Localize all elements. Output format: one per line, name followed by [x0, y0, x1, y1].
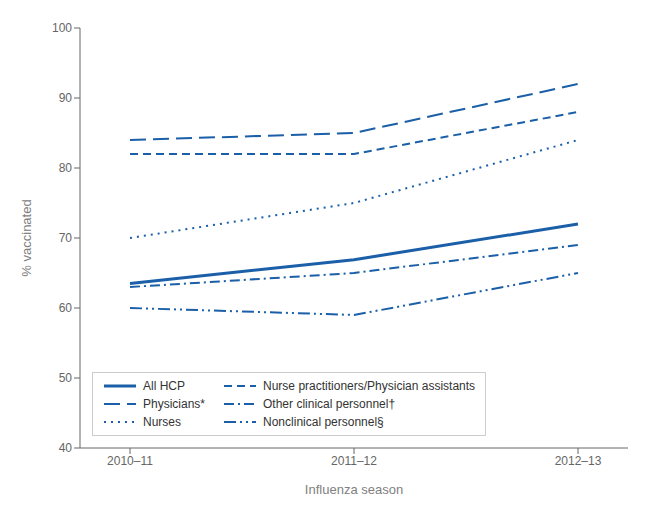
- html-text:Physicians*: Physicians*: [143, 397, 205, 411]
- svg-text:100: 100: [52, 21, 72, 35]
- svg-text:2012–13: 2012–13: [555, 454, 602, 468]
- svg-text:2010–11: 2010–11: [107, 454, 153, 468]
- svg-text:90: 90: [59, 91, 73, 105]
- svg-text:2011–12: 2011–12: [331, 454, 377, 468]
- svg-text:60: 60: [59, 301, 73, 315]
- html-text:Nurse practitioners/Physician: Nurse practitioners/Physician assistants: [263, 379, 476, 393]
- html-text:Nurses: Nurses: [143, 415, 181, 429]
- svg-text:% vaccinated: % vaccinated: [19, 199, 34, 276]
- html-text:All HCP: All HCP: [143, 379, 185, 393]
- svg-text:Influenza season: Influenza season: [305, 482, 403, 497]
- svg-text:80: 80: [59, 161, 73, 175]
- svg-text:70: 70: [59, 231, 73, 245]
- html-text:Other clinical personnel†: Other clinical personnel†: [263, 397, 396, 411]
- html-text:Nonclinical personnel§: Nonclinical personnel§: [263, 415, 384, 429]
- svg-text:50: 50: [59, 371, 73, 385]
- svg-text:40: 40: [59, 441, 73, 455]
